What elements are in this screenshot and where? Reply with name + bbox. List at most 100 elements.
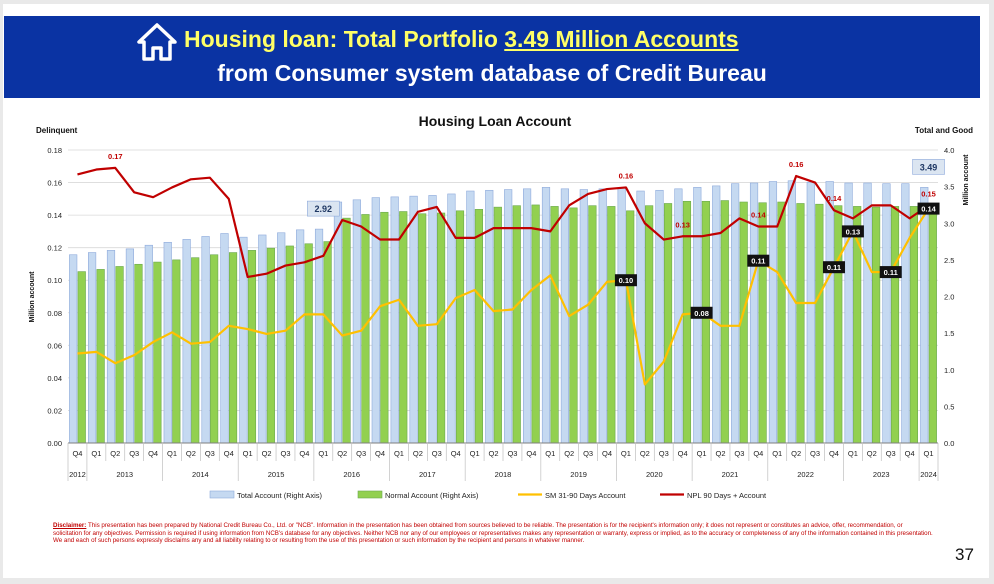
sm-data-label: 0.14 (921, 205, 936, 214)
bar-total-account (636, 190, 645, 444)
bar-total-account (541, 187, 551, 444)
year-label: 2021 (722, 470, 739, 479)
quarter-tick-label: Q2 (715, 449, 725, 458)
quarter-tick-label: Q1 (697, 449, 707, 458)
bar-normal-account (210, 254, 219, 444)
quarter-tick-label: Q1 (545, 449, 555, 458)
right-tick-label: 1.0 (944, 366, 954, 375)
page-subtitle: from Consumer system database of Credit … (217, 60, 767, 86)
bar-total-account (787, 180, 796, 444)
year-label: 2020 (646, 470, 663, 479)
quarter-tick-label: Q4 (451, 449, 461, 458)
quarter-tick-label: Q2 (791, 449, 801, 458)
house-icon (137, 23, 177, 61)
line-npl-90-plus (77, 166, 930, 279)
quarter-tick-label: Q3 (205, 449, 215, 458)
disclaimer: Disclaimer: This presentation has been p… (53, 522, 933, 545)
bar-normal-account (720, 200, 729, 444)
bar-total-account (920, 187, 929, 444)
bar-total-account (617, 187, 626, 444)
bar-normal-account (701, 200, 710, 444)
page-title: Housing loan: Total Portfolio 3.49 Milli… (184, 26, 739, 53)
quarter-tick-label: Q1 (318, 449, 328, 458)
bar-total-account (523, 188, 532, 444)
sm-data-label: 0.11 (751, 257, 765, 266)
bar-total-account (352, 199, 361, 444)
bar-total-account (768, 181, 778, 444)
total-data-label-box (912, 159, 945, 175)
bar-normal-account (474, 209, 483, 444)
quarter-tick-label: Q1 (924, 449, 934, 458)
bar-normal-account (796, 203, 805, 444)
bar-normal-account (342, 217, 351, 444)
bar-normal-account (153, 261, 162, 444)
quarter-tick-label: Q3 (659, 449, 669, 458)
npl-data-label: 0.17 (108, 152, 123, 161)
bar-total-account (560, 188, 569, 444)
right-axis-label: Million account (963, 154, 970, 206)
quarter-tick-label: Q1 (91, 449, 101, 458)
right-tick-label: 2.5 (944, 256, 954, 265)
quarter-tick-label: Q3 (734, 449, 744, 458)
sm-data-label-box (614, 274, 637, 287)
bar-total-account (579, 189, 588, 444)
total-data-label: 3.49 (920, 162, 938, 172)
disclaimer-label: Disclaimer: (53, 522, 87, 529)
year-label: 2023 (873, 470, 890, 479)
bar-normal-account (550, 206, 559, 444)
bar-normal-account (834, 205, 843, 444)
quarter-tick-label: Q4 (299, 449, 309, 458)
bar-total-account (333, 201, 343, 444)
bar-normal-account (777, 201, 786, 444)
legend-label: NPL 90 Days + Account (687, 491, 767, 500)
bar-normal-account (228, 252, 238, 444)
quarter-tick-label: Q4 (678, 449, 688, 458)
bar-normal-account (323, 241, 332, 444)
bar-total-account (125, 248, 134, 444)
sm-data-label-box (841, 225, 864, 238)
quarter-tick-label: Q4 (526, 449, 536, 458)
bar-total-account (749, 182, 759, 444)
bar-normal-account (437, 212, 446, 444)
bar-total-account (825, 181, 834, 444)
right-tick-label: 2.0 (944, 293, 954, 302)
year-label: 2019 (570, 470, 587, 479)
legend-swatch (357, 490, 383, 499)
right-tick-label: 0.5 (944, 402, 954, 411)
quarter-tick-label: Q2 (337, 449, 347, 458)
legend-label: Normal Account (Right Axis) (385, 491, 479, 500)
disclaimer-text: This presentation has been prepared by N… (53, 522, 933, 545)
npl-data-label: 0.13 (675, 220, 690, 229)
right-tick-label: 4.0 (944, 146, 954, 155)
quarter-tick-label: Q4 (148, 449, 158, 458)
npl-data-label: 0.16 (789, 160, 804, 169)
bar-total-account (88, 252, 97, 444)
bar-normal-account (455, 210, 465, 444)
quarter-tick-label: Q3 (886, 449, 896, 458)
bar-total-account (258, 234, 267, 444)
quarter-tick-label: Q1 (848, 449, 858, 458)
quarter-tick-label: Q4 (905, 449, 915, 458)
quarter-tick-label: Q2 (489, 449, 499, 458)
left-tick-label: 0.08 (47, 309, 62, 318)
quarter-tick-label: Q3 (810, 449, 820, 458)
bar-normal-account (191, 257, 200, 444)
page-title-prefix: Housing loan: Total Portfolio (184, 26, 505, 52)
sm-data-label-box (917, 202, 940, 215)
quarter-tick-label: Q1 (772, 449, 782, 458)
npl-data-label: 0.14 (827, 194, 842, 203)
quarter-tick-label: Q3 (507, 449, 517, 458)
bar-total-account (466, 190, 475, 444)
bar-normal-account (758, 202, 767, 444)
bar-total-account (277, 232, 286, 444)
chart-title: Housing Loan Account (419, 113, 572, 129)
quarter-tick-label: Q4 (72, 449, 82, 458)
right-tick-label: 1.5 (944, 329, 954, 338)
quarter-tick-label: Q3 (280, 449, 290, 458)
left-tick-label: 0.00 (47, 439, 62, 448)
bar-normal-account (815, 203, 824, 444)
sm-data-label: 0.10 (619, 276, 634, 285)
sm-data-label: 0.13 (846, 227, 861, 236)
quarter-tick-label: Q1 (470, 449, 480, 458)
